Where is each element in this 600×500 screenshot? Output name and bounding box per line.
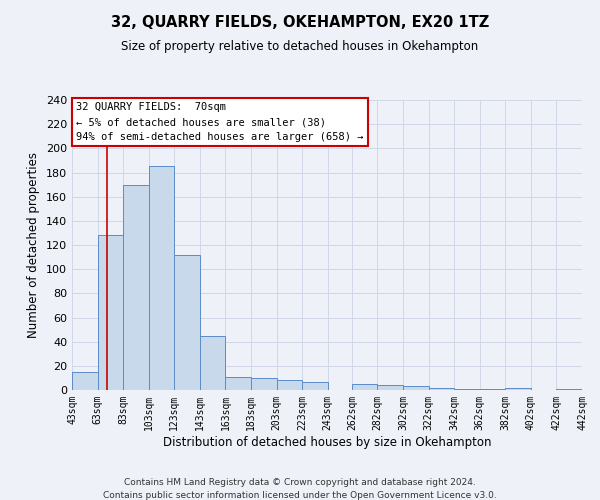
Bar [454, 389, 480, 390]
Bar [72, 372, 98, 390]
X-axis label: Distribution of detached houses by size in Okehampton: Distribution of detached houses by size … [163, 436, 491, 448]
Bar [174, 254, 200, 390]
Bar [377, 385, 403, 390]
Bar [302, 382, 328, 390]
Bar [98, 236, 123, 390]
Text: 32 QUARRY FIELDS:  70sqm
← 5% of detached houses are smaller (38)
94% of semi-de: 32 QUARRY FIELDS: 70sqm ← 5% of detached… [76, 102, 364, 142]
Bar [428, 388, 454, 390]
Bar [251, 378, 277, 390]
Bar [556, 389, 582, 390]
Bar [277, 380, 302, 390]
Bar [352, 384, 377, 390]
Text: 32, QUARRY FIELDS, OKEHAMPTON, EX20 1TZ: 32, QUARRY FIELDS, OKEHAMPTON, EX20 1TZ [111, 15, 489, 30]
Text: Size of property relative to detached houses in Okehampton: Size of property relative to detached ho… [121, 40, 479, 53]
Bar [123, 184, 149, 390]
Bar [505, 388, 531, 390]
Bar [149, 166, 174, 390]
Y-axis label: Number of detached properties: Number of detached properties [28, 152, 40, 338]
Text: Contains public sector information licensed under the Open Government Licence v3: Contains public sector information licen… [103, 490, 497, 500]
Bar [226, 376, 251, 390]
Text: Contains HM Land Registry data © Crown copyright and database right 2024.: Contains HM Land Registry data © Crown c… [124, 478, 476, 487]
Bar [403, 386, 428, 390]
Bar [200, 336, 226, 390]
Bar [480, 389, 505, 390]
